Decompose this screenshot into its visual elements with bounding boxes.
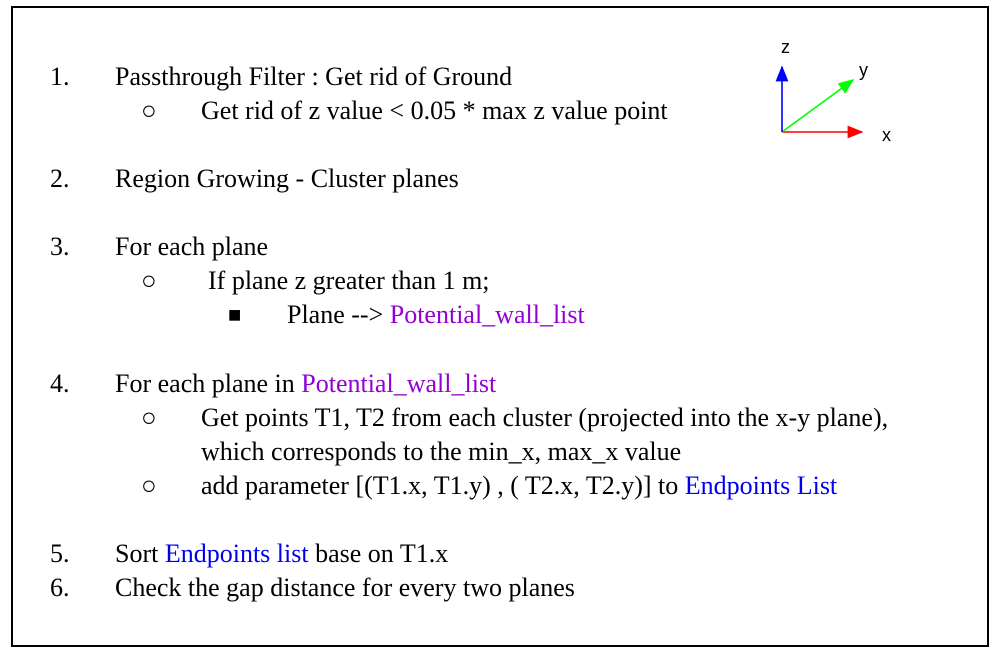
y-axis-label: y <box>859 60 868 80</box>
endpoints-list-ref: Endpoints List <box>684 471 838 500</box>
xyz-axes-diagram <box>775 65 864 139</box>
step-4-sub-1-bullet: ○ <box>141 403 157 432</box>
step-1-sub-text: Get rid of z value < 0.05 * max z value … <box>201 96 668 125</box>
step-3-sub-text: If plane z greater than 1 m; <box>208 266 490 295</box>
step-4-line: For each plane in Potential_wall_list <box>115 369 496 399</box>
x-axis-label: x <box>882 125 891 145</box>
step-5-number: 5. <box>50 539 70 568</box>
step-6-number: 6. <box>50 573 70 602</box>
step-5-line: Sort Endpoints list base on T1.x <box>115 539 448 569</box>
step-4-sub-1-text: Get points T1, T2 from each cluster (pro… <box>201 403 889 432</box>
step-3-text: For each plane <box>115 232 269 261</box>
step-4-number: 4. <box>50 369 70 398</box>
step-2-text: Region Growing - Cluster planes <box>115 164 459 193</box>
step-4-prefix: For each plane in <box>115 369 302 398</box>
potential-wall-list-ref: Potential_wall_list <box>301 369 497 398</box>
step-3-sub-bullet: ○ <box>141 266 157 295</box>
document-frame <box>11 6 989 647</box>
step-3-subsub-prefix: Plane --> <box>287 300 390 329</box>
step-3-number: 3. <box>50 232 70 261</box>
step-2-number: 2. <box>50 164 70 193</box>
step-4-sub-2-prefix: add parameter [(T1.x, T1.y) , ( T2.x, T2… <box>201 471 685 500</box>
step-1-sub-bullet: ○ <box>141 96 157 125</box>
step-5-suffix: base on T1.x <box>308 539 449 568</box>
step-4-sub-2-bullet: ○ <box>141 471 157 500</box>
potential-wall-list-link: Potential_wall_list <box>389 300 585 329</box>
step-1-text: Passthrough Filter : Get rid of Ground <box>115 62 513 91</box>
step-4-sub-2-line: add parameter [(T1.x, T1.y) , ( T2.x, T2… <box>201 471 837 501</box>
step-3-subsub-bullet: ■ <box>228 302 242 327</box>
z-axis-label: z <box>781 37 790 57</box>
step-4-sub-1-continuation: which corresponds to the min_x, max_x va… <box>201 437 682 466</box>
step-5-prefix: Sort <box>115 539 165 568</box>
step-6-text: Check the gap distance for every two pla… <box>115 573 575 602</box>
endpoints-list-sort-ref: Endpoints list <box>164 539 309 568</box>
step-1-number: 1. <box>50 62 70 91</box>
step-3-subsub-line: Plane --> Potential_wall_list <box>287 300 585 330</box>
y-axis-arrow <box>781 79 855 133</box>
